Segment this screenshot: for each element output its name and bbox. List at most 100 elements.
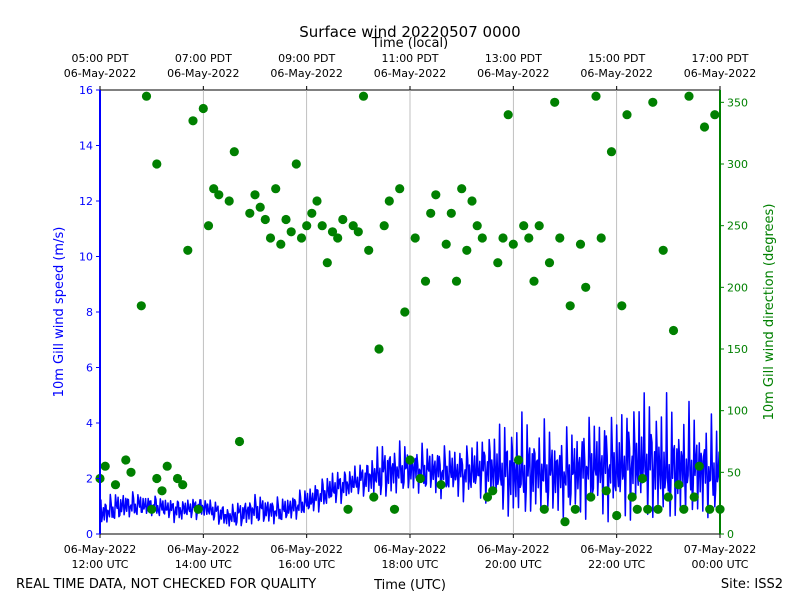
- top-tick-label-date: 06-May-2022: [64, 67, 136, 80]
- direction-point: [343, 504, 353, 514]
- direction-point: [110, 480, 121, 490]
- direction-point: [606, 147, 617, 157]
- right-y-tick-label: 150: [727, 343, 748, 356]
- direction-point: [183, 245, 193, 255]
- direction-point: [389, 504, 400, 514]
- direction-point: [575, 239, 586, 249]
- top-tick-label-time: 15:00 PDT: [588, 52, 645, 65]
- direction-point: [121, 455, 131, 465]
- direction-point: [462, 245, 472, 255]
- direction-point: [374, 344, 384, 354]
- direction-point: [384, 196, 394, 206]
- direction-point: [581, 282, 591, 292]
- direction-point: [451, 276, 462, 286]
- x-tick-label-time: 12:00 UTC: [71, 558, 128, 571]
- direction-point: [431, 190, 441, 200]
- direction-point: [188, 116, 198, 126]
- left-y-tick-label: 14: [79, 140, 93, 153]
- axes: 06-May-2022 12:00 UTC 06-May-2022 14:00 UTC…: [64, 52, 756, 571]
- direction-point: [209, 184, 219, 194]
- direction-point: [327, 227, 338, 237]
- direction-point: [333, 233, 343, 243]
- direction-point: [694, 461, 704, 471]
- direction-point: [157, 486, 167, 496]
- direction-point: [710, 110, 720, 120]
- right-axis-title: 10m Gill wind direction (degrees): [762, 204, 777, 421]
- direction-point: [353, 227, 363, 237]
- direction-point: [643, 504, 653, 514]
- direction-point: [415, 473, 425, 484]
- direction-point: [586, 492, 596, 502]
- direction-point: [224, 196, 234, 206]
- direction-point: [286, 227, 296, 237]
- direction-point: [162, 461, 172, 471]
- direction-point: [312, 196, 322, 206]
- right-y-tick-label: 100: [727, 405, 748, 418]
- direction-point: [338, 214, 348, 225]
- left-y-tick-label: 12: [79, 195, 93, 208]
- direction-point: [229, 147, 239, 157]
- top-tick-label-date: 06-May-2022: [684, 67, 756, 80]
- direction-point: [524, 233, 534, 243]
- left-axis-title: 10m Gill wind speed (m/s): [52, 227, 67, 398]
- direction-point: [405, 455, 415, 465]
- direction-point: [358, 91, 369, 101]
- direction-point: [627, 492, 637, 502]
- direction-point: [234, 436, 245, 447]
- direction-point: [689, 492, 699, 502]
- direction-point: [539, 504, 549, 514]
- direction-point: [410, 233, 420, 243]
- direction-point: [508, 239, 518, 249]
- top-axis-title: Time (local): [371, 36, 448, 51]
- right-y-tick-label: 0: [727, 528, 734, 541]
- direction-point: [570, 504, 580, 514]
- direction-point: [648, 97, 658, 107]
- left-y-tick-label: 8: [86, 306, 93, 319]
- x-tick-label-date: 06-May-2022: [167, 543, 239, 556]
- left-y-tick-label: 6: [86, 362, 93, 375]
- direction-point: [601, 486, 611, 496]
- direction-point: [364, 245, 374, 255]
- direction-point: [178, 480, 188, 490]
- direction-point: [100, 461, 110, 471]
- direction-point: [395, 184, 405, 194]
- x-tick-label-time: 00:00 UTC: [691, 558, 748, 571]
- right-y-tick-label: 300: [727, 158, 748, 171]
- direction-point: [255, 202, 265, 212]
- direction-point: [467, 196, 477, 206]
- direction-point: [534, 221, 544, 231]
- direction-point: [271, 184, 281, 194]
- left-y-tick-label: 10: [79, 251, 93, 264]
- x-tick-label-date: 06-May-2022: [270, 543, 342, 556]
- top-tick-label-date: 06-May-2022: [270, 67, 342, 80]
- quality-note: REAL TIME DATA, NOT CHECKED FOR QUALITY: [16, 577, 316, 592]
- direction-point: [519, 221, 529, 231]
- direction-point: [400, 307, 410, 317]
- direction-point: [477, 233, 487, 243]
- right-y-tick-label: 350: [727, 96, 748, 109]
- direction-point: [513, 455, 524, 465]
- direction-point: [663, 492, 673, 502]
- left-y-tick-label: 2: [86, 473, 93, 486]
- plot-area: [95, 89, 725, 535]
- top-tick-label-date: 06-May-2022: [374, 67, 446, 80]
- site-label: Site: ISS2: [721, 577, 783, 592]
- direction-point: [369, 492, 379, 502]
- direction-point: [426, 208, 436, 218]
- direction-point: [565, 301, 575, 311]
- direction-point: [193, 504, 203, 514]
- direction-point: [674, 480, 684, 490]
- direction-point: [699, 122, 710, 132]
- top-tick-label-time: 13:00 PDT: [485, 52, 542, 65]
- direction-point: [498, 233, 508, 243]
- direction-point: [544, 258, 555, 268]
- top-tick-label-time: 09:00 PDT: [278, 52, 335, 65]
- x-tick-label-date: 06-May-2022: [580, 543, 652, 556]
- direction-point: [679, 504, 689, 514]
- direction-point: [446, 208, 456, 218]
- direction-point: [136, 301, 146, 311]
- direction-point: [307, 208, 317, 218]
- x-tick-label-date: 06-May-2022: [477, 543, 549, 556]
- direction-point: [457, 184, 467, 194]
- left-y-tick-label: 4: [86, 417, 93, 430]
